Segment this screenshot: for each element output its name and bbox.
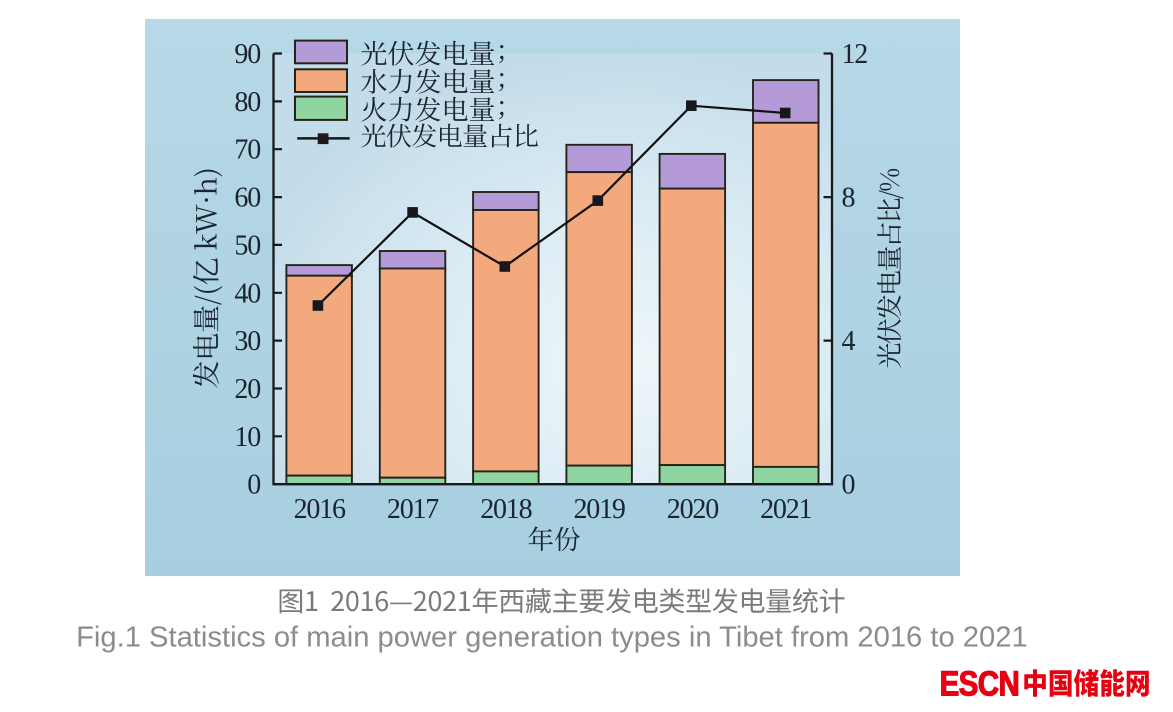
svg-text:0: 0 <box>842 470 855 501</box>
svg-text:70: 70 <box>234 135 260 166</box>
svg-text:8: 8 <box>842 183 855 214</box>
svg-text:2018: 2018 <box>480 494 531 525</box>
svg-text:30: 30 <box>234 326 260 357</box>
svg-text:2017: 2017 <box>387 494 439 525</box>
svg-text:0: 0 <box>247 470 260 501</box>
svg-text:4: 4 <box>842 326 856 357</box>
svg-text:50: 50 <box>234 230 260 261</box>
svg-text:2020: 2020 <box>667 494 718 525</box>
svg-text:20: 20 <box>234 374 260 405</box>
svg-text:2021: 2021 <box>760 494 811 525</box>
svg-text:40: 40 <box>234 278 260 309</box>
svg-text:2016: 2016 <box>294 494 346 525</box>
svg-text:12: 12 <box>842 39 868 70</box>
svg-text:90: 90 <box>234 39 260 70</box>
svg-text:Fig.1 Statistics of main powe: Fig.1 Statistics of main power generatio… <box>76 622 1028 654</box>
svg-text:60: 60 <box>234 183 260 214</box>
svg-text:10: 10 <box>234 422 260 453</box>
svg-text:2019: 2019 <box>573 494 624 525</box>
svg-text:80: 80 <box>234 87 260 118</box>
